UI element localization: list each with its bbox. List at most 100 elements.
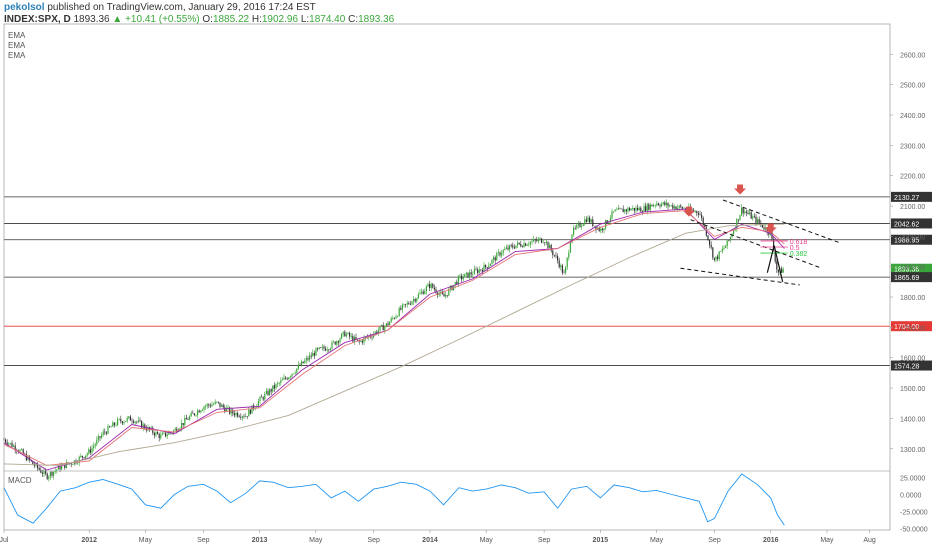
candle-body <box>637 207 639 211</box>
macd-label[interactable]: MACD <box>8 476 32 485</box>
candle-body <box>389 321 391 326</box>
candle-body <box>385 323 387 327</box>
channel-lower-line[interactable] <box>680 267 800 286</box>
candle-body <box>633 207 635 211</box>
indicator-ema-1[interactable]: EMA <box>8 31 26 40</box>
candle-body <box>520 243 522 247</box>
macd-tick-label: -25.0000 <box>900 510 928 517</box>
candle-body <box>488 265 490 269</box>
level-price-badge <box>891 191 932 202</box>
candle-body <box>640 207 642 212</box>
candle-body <box>275 384 277 389</box>
candle-body <box>619 208 621 209</box>
candle-body <box>401 304 403 310</box>
candle-body <box>285 377 287 379</box>
candle-body <box>744 211 746 214</box>
candle-body <box>763 227 765 230</box>
level-price-label: 1704.00 <box>894 324 919 331</box>
candle-body <box>582 224 584 226</box>
candle-body <box>326 349 328 351</box>
high-label: H: <box>251 14 262 25</box>
plot-frame <box>3 23 891 531</box>
candle-body <box>577 223 579 226</box>
candle-body <box>501 253 503 256</box>
ema-line-2[interactable] <box>3 210 785 466</box>
candle-body <box>128 416 130 418</box>
candle-body <box>553 255 555 256</box>
indicator-ema-2[interactable]: EMA <box>8 41 26 50</box>
candle-body <box>736 219 738 229</box>
candle-body <box>669 205 671 207</box>
candle-body <box>37 463 39 469</box>
candle-body <box>51 471 53 476</box>
candle-body <box>408 303 410 305</box>
candle-body <box>590 219 592 223</box>
indicator-ema-3[interactable]: EMA <box>8 51 26 60</box>
candle-body <box>339 338 341 343</box>
candle-body <box>441 291 443 294</box>
candle-body <box>203 406 205 410</box>
time-tick-label: May <box>139 537 153 544</box>
channel-middle-line[interactable] <box>690 219 823 269</box>
channel-upper-line[interactable] <box>722 199 840 243</box>
candle-body <box>297 364 299 369</box>
candle-body <box>195 415 197 416</box>
level-price-label: 2130.27 <box>894 195 919 202</box>
down-arrow-icon[interactable] <box>682 206 695 217</box>
candle-body <box>697 213 699 215</box>
candle-body <box>760 222 762 225</box>
candle-body <box>613 211 615 212</box>
candle-body <box>184 417 186 425</box>
candle-body <box>57 465 59 470</box>
candle-body <box>134 421 136 423</box>
ema-line-3[interactable] <box>3 223 785 466</box>
candle-body <box>323 346 325 349</box>
candle-body <box>192 412 194 414</box>
candle-body <box>509 245 511 250</box>
level-price-label: 1893.36 <box>894 267 919 274</box>
candle-body <box>355 337 357 340</box>
level-price-badge <box>891 218 932 229</box>
candle-body <box>656 203 658 206</box>
candle-body <box>139 420 141 421</box>
candle-body <box>280 380 282 383</box>
candle-body <box>752 216 754 219</box>
candle-body <box>46 473 48 479</box>
candle-body <box>768 232 770 235</box>
candle-body <box>737 219 739 221</box>
candle-body <box>496 253 498 261</box>
candle-body <box>205 406 207 407</box>
candle-body <box>494 257 496 261</box>
price-tick-label: 1800.00 <box>900 295 925 302</box>
down-arrow-icon[interactable] <box>734 184 747 195</box>
candle-body <box>467 272 469 278</box>
candle-body <box>121 421 123 424</box>
candle-body <box>635 207 637 211</box>
candle-body <box>481 270 483 272</box>
candle-body <box>96 439 98 445</box>
ema-line-1[interactable] <box>3 208 785 471</box>
candle-body <box>248 409 250 417</box>
candle-body <box>584 219 586 225</box>
level-price-badge <box>891 360 932 371</box>
ohlc-line: INDEX:SPX, D 1893.36 ▲ +10.41 (+0.55%) O… <box>4 14 394 26</box>
candle-body <box>505 247 507 250</box>
candle-body <box>230 409 232 414</box>
candle-body <box>638 207 640 211</box>
candle-body <box>153 433 155 436</box>
macd-line[interactable] <box>3 473 785 526</box>
candle-body <box>672 205 674 209</box>
author-name[interactable]: pekolsol <box>4 2 45 13</box>
candle-body <box>259 396 261 402</box>
candle-body <box>595 225 597 230</box>
down-arrow-icon[interactable] <box>764 223 777 234</box>
candle-body <box>579 223 581 227</box>
swing-projection-line[interactable] <box>766 245 784 283</box>
candle-body <box>593 225 595 227</box>
candle-body <box>517 242 519 246</box>
candle-body <box>448 289 450 296</box>
candle-body <box>147 427 149 431</box>
candle-body <box>109 426 111 428</box>
candle-body <box>29 456 31 460</box>
